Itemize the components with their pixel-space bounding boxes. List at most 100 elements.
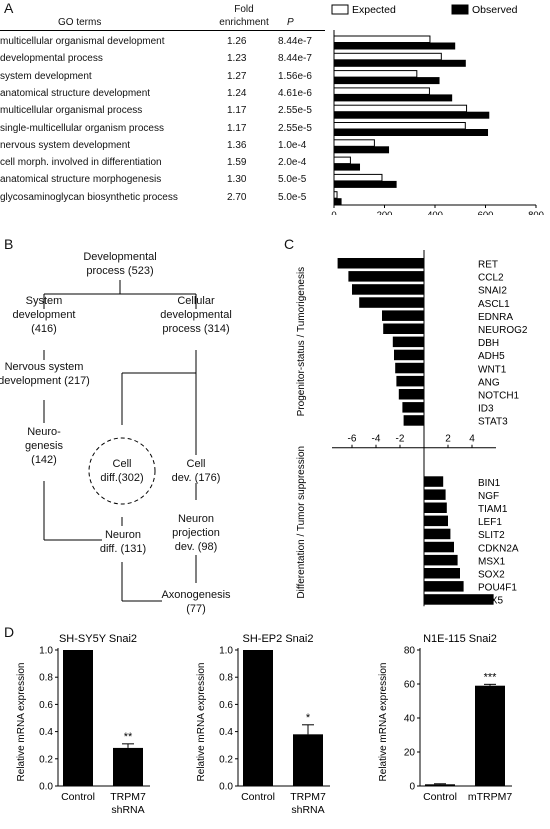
go-term-label: anatomical structure development [0, 87, 151, 99]
y-tick-label: 0.4 [39, 727, 53, 738]
bar-gene [424, 502, 447, 513]
x-category-label: TRPM7 [110, 791, 146, 803]
x-tick-label: -2 [396, 434, 405, 445]
node-label: dev. (98) [174, 541, 218, 553]
go-term-label: system development [0, 70, 92, 82]
node-label: projection [172, 527, 220, 539]
y-tick-label: 0.8 [39, 673, 53, 684]
bar-expected [333, 87, 430, 95]
y-tick-label: 0.6 [219, 700, 233, 711]
node-label: genesis [25, 440, 63, 452]
p-header: P [287, 17, 294, 28]
x-category-label: Control [423, 791, 457, 803]
p-value: 2.55e-5 [278, 105, 312, 117]
go-term-label: nervous system development [0, 139, 131, 151]
bar-gene [424, 581, 464, 592]
x-tick-label: -4 [372, 434, 381, 445]
significance-marker: ** [124, 731, 133, 743]
panel-letter-d: D [4, 624, 15, 640]
significance-marker: * [306, 712, 311, 724]
node-label: process (523) [86, 265, 154, 277]
fold-enrichment-value: 1.59 [227, 157, 247, 169]
bar-expected [333, 70, 418, 78]
gene-label: ID3 [478, 404, 494, 415]
chart-c-gene-fold-change: RET CCL2 SNAI2 ASCL1 EDNRA NEUROG2 DBH ADH5 WNT1… [296, 250, 528, 607]
bar-observed [334, 42, 456, 50]
node-label: Nervous system [4, 361, 84, 373]
node-developmental-process: Developmental process (523) [70, 250, 170, 278]
gene-label: MSX1 [478, 556, 506, 567]
bar-expected [333, 52, 442, 61]
bar-expression [425, 784, 455, 786]
x-tick-label: 600 [478, 210, 494, 215]
chart-title: SH-EP2 Snai2 [243, 633, 314, 645]
p-value: 5.0e-5 [278, 174, 307, 186]
tree-diagram-lines [43, 280, 197, 602]
p-value: 8.44e-7 [278, 36, 312, 47]
group-label-progenitor: Progenitor-status / Tumorigenesis [296, 267, 307, 417]
fold-enrichment-value: 1.23 [227, 53, 247, 65]
gene-label: EDNRA [478, 312, 513, 323]
gene-label: BIN1 [478, 478, 501, 489]
bar-gene [352, 284, 424, 295]
y-tick-label: 20 [404, 748, 416, 759]
gene-label: NOTCH1 [478, 391, 520, 402]
chart-title: SH-SY5Y Snai2 [59, 633, 137, 645]
node-cell-differentiation: Cell diff.(302) [87, 457, 157, 485]
significance-marker: *** [484, 671, 498, 683]
chart-title: N1E-115 Snai2 [423, 633, 497, 645]
x-tick-label: 2 [445, 434, 451, 445]
node-label: (77) [186, 603, 206, 615]
bar-expected [333, 139, 375, 147]
node-label: Cell [186, 458, 206, 470]
gene-label: SNAI2 [478, 286, 507, 297]
node-cell-development: Cell dev. (176) [160, 457, 232, 485]
node-label: Neuro- [27, 426, 61, 438]
bar-observed [334, 163, 361, 171]
y-axis-label: Relative mRNA expression [378, 663, 389, 782]
node-label: Neuron [177, 513, 215, 525]
bar-gene [382, 310, 424, 321]
header-underline [0, 30, 325, 31]
y-tick-label: 40 [404, 714, 416, 725]
chart-d2-sh-ep2: SH-EP2 Snai2 Relative mRNA expression 0.0 0… [196, 633, 330, 816]
go-term-label: multicellular organismal process [0, 105, 143, 117]
y-tick-label: 60 [404, 680, 416, 691]
bar-expression [475, 685, 505, 786]
bar-gene [424, 568, 460, 579]
go-term-label: single-multicellular organism process [0, 122, 164, 134]
node-neuron-differentiation: Neuron diff. (131) [87, 528, 159, 556]
y-tick-label: 1.0 [39, 646, 53, 657]
x-category-label: TRPM7 [290, 791, 326, 803]
node-label: Developmental [83, 251, 157, 263]
node-cellular-developmental-process: Cellular developmental process (314) [146, 294, 246, 336]
go-term-label: cell morph. involved in differentiation [0, 157, 162, 169]
gene-label: STAT3 [478, 417, 508, 428]
bar-expression [243, 650, 273, 786]
bar-expected [333, 122, 466, 130]
node-neuron-projection-development: Neuron projection dev. (98) [156, 512, 236, 554]
node-label: developmental [160, 309, 232, 321]
node-label: System [25, 295, 63, 307]
bar-gene [424, 515, 448, 527]
legend-label-observed: Observed [472, 4, 518, 16]
y-tick-label: 0.2 [39, 754, 53, 765]
y-tick-label: 0.2 [219, 754, 233, 765]
bar-gene [383, 323, 424, 334]
bar-observed [334, 198, 342, 206]
bar-observed [334, 94, 453, 102]
fold-enrichment-value: 1.24 [227, 87, 247, 99]
gene-label: DBH [478, 338, 499, 349]
bar-gene [398, 389, 424, 400]
go-term-label: anatomical structure morphogenesis [0, 174, 162, 186]
gene-label: LEF1 [478, 517, 502, 528]
go-term-label: multicellular organismal development [0, 36, 165, 47]
bar-gene [424, 594, 494, 605]
panel-letter-c: C [284, 236, 295, 252]
y-tick-label: 0.0 [219, 782, 233, 793]
chart-d3-n1e-115: N1E-115 Snai2 Relative mRNA expression 0 20… [378, 633, 512, 803]
gene-label: POU4F1 [478, 583, 517, 594]
node-label: development (217) [0, 375, 90, 387]
bar-gene [337, 258, 424, 269]
y-axis-label: Relative mRNA expression [16, 663, 27, 782]
